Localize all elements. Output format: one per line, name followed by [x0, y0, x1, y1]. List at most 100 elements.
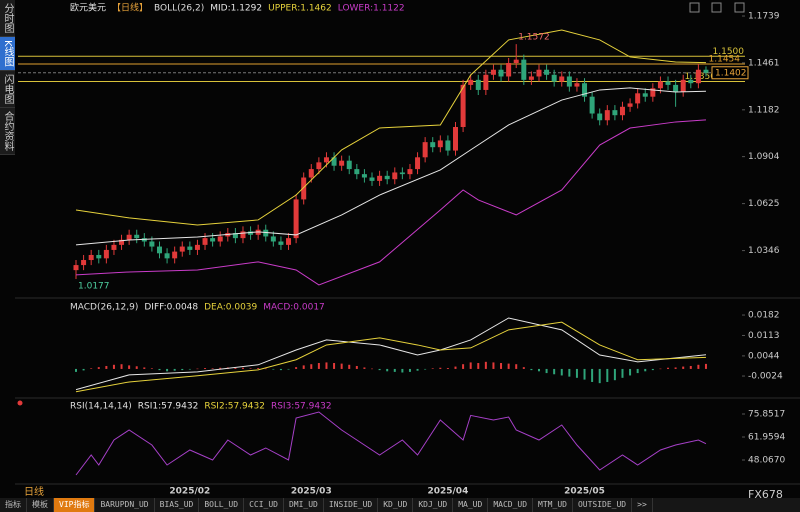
candle-body	[642, 93, 648, 97]
toolbar-item[interactable]: KD_UD	[378, 498, 414, 512]
candle-body	[498, 69, 504, 77]
macd-bar	[598, 368, 601, 384]
macd-bar	[682, 366, 685, 369]
candle-body	[384, 175, 390, 180]
candle-body	[528, 76, 534, 80]
tab[interactable]: 合约资料	[0, 108, 15, 155]
candle-body	[703, 69, 709, 73]
macd-line	[75, 321, 706, 393]
macd-bar	[173, 368, 176, 371]
macd-bar	[82, 368, 85, 371]
tab[interactable]: 闪电图	[0, 71, 15, 108]
candle-body	[665, 81, 671, 85]
icon[interactable]	[689, 2, 700, 13]
candle-body	[88, 254, 94, 261]
candle-body	[468, 79, 474, 85]
toolbar-item[interactable]: BARUPDN_UD	[95, 498, 155, 512]
candle-body	[134, 234, 140, 239]
icon	[17, 400, 23, 406]
candle-body	[346, 160, 352, 170]
candle-body	[597, 113, 603, 121]
macd-bar	[575, 368, 578, 378]
candle-body	[179, 246, 185, 252]
icon[interactable]	[734, 2, 745, 13]
candle-body	[194, 244, 200, 250]
macd-bar	[553, 368, 556, 375]
period-button[interactable]: 日线	[24, 485, 44, 498]
macd-bar	[416, 368, 419, 371]
toolbar-item[interactable]: BIAS_UD	[155, 498, 200, 512]
toolbar-item[interactable]: INSIDE_UD	[324, 498, 379, 512]
candle-body	[415, 157, 421, 170]
toolbar-item[interactable]: KDJ_UD	[413, 498, 454, 512]
toolbar-item[interactable]: MTM_UD	[533, 498, 573, 512]
candle-body	[111, 244, 117, 250]
candle-body	[566, 76, 572, 87]
y-tick-label: 1.0625	[748, 199, 780, 209]
toolbar-item[interactable]: MA_UD	[453, 498, 489, 512]
y-tick-label: 1.1182	[748, 105, 780, 115]
macd-bar	[234, 368, 237, 369]
toolbar-item[interactable]: MACD_UD	[488, 498, 534, 512]
macd-bar	[333, 363, 336, 369]
macd-bar	[651, 368, 654, 371]
legend-label: RSI(14,14,14)	[70, 402, 132, 412]
macd-bar	[279, 368, 282, 371]
icon[interactable]	[711, 2, 722, 13]
toolbar-item[interactable]: 指标	[0, 498, 27, 512]
price-annotation: 1.1572	[518, 33, 550, 43]
toolbar-item[interactable]: OUTSIDE_UD	[573, 498, 633, 512]
candle-body	[81, 260, 87, 266]
candle-body	[149, 241, 155, 247]
candle-body	[407, 169, 413, 175]
candle-body	[521, 59, 527, 80]
macd-bar	[477, 363, 480, 369]
macd-bar	[629, 368, 632, 376]
macd-bar	[120, 364, 123, 369]
toolbar-item[interactable]: 模板	[27, 498, 54, 512]
boll-line	[75, 87, 706, 246]
macd-bar	[90, 368, 93, 369]
macd-bar	[560, 368, 563, 376]
legend-label: 【日线】	[112, 2, 148, 14]
candle-body	[240, 231, 246, 239]
macd-bar	[325, 362, 328, 369]
legend-label: UPPER:1.1462	[268, 4, 332, 14]
macd-bar	[507, 363, 510, 369]
x-tick-label: 2025/04	[427, 487, 468, 497]
boll-line	[75, 29, 706, 226]
tab[interactable]: 分时图	[0, 0, 15, 37]
macd-bar	[591, 368, 594, 382]
macd-bar	[469, 362, 472, 369]
candle-body	[574, 83, 580, 87]
candle-body	[270, 236, 276, 242]
macd-bar	[697, 364, 700, 369]
candle-body	[263, 229, 269, 237]
tab[interactable]: K线图	[0, 37, 15, 71]
macd-bar	[196, 368, 199, 370]
macd-bar	[310, 364, 313, 369]
y-tick-label: 61.9594	[748, 433, 785, 443]
toolbar-item[interactable]: DMI_UD	[284, 498, 324, 512]
toolbar-item[interactable]: VIP指标	[54, 498, 96, 512]
toolbar-item[interactable]: BOLL_UD	[199, 498, 245, 512]
candle-body	[73, 265, 79, 271]
boll-line	[75, 119, 707, 286]
macd-bar	[150, 368, 153, 369]
toolbar-item[interactable]: >>	[632, 498, 653, 512]
candle-body	[293, 199, 299, 239]
legend-label: MID:1.1292	[210, 4, 262, 14]
macd-bar	[135, 366, 138, 369]
y-tick-label: 1.0904	[748, 152, 780, 162]
last-price-label: 1.1402	[715, 68, 747, 78]
legend-label: RSI3:57.9432	[271, 402, 332, 412]
toolbar-item[interactable]: CCI_UD	[244, 498, 284, 512]
candle-body	[119, 239, 125, 245]
macd-bar	[363, 367, 366, 369]
candle-body	[232, 233, 238, 239]
candle-body	[301, 177, 307, 200]
macd-bar	[431, 368, 434, 369]
macd-bar	[158, 368, 161, 371]
macd-bar	[128, 365, 131, 369]
